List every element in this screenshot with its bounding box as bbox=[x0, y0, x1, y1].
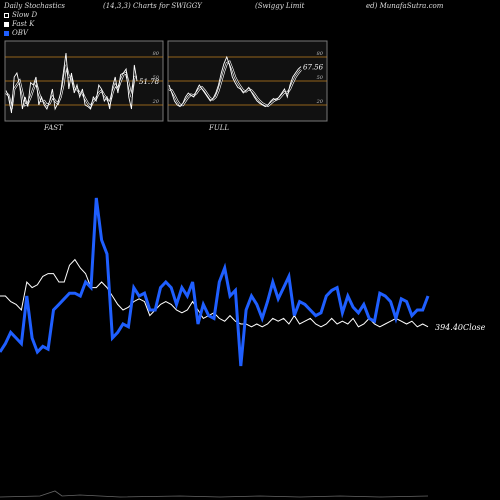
fast-tick-20: 20 bbox=[152, 99, 160, 105]
legend-slow-d-label: Slow D bbox=[12, 11, 38, 19]
full-panel-title: FULL bbox=[208, 124, 229, 132]
legend-fast-k-label: Fast K bbox=[12, 20, 35, 28]
close-value-label: 394.40Close bbox=[435, 323, 486, 332]
obv-line bbox=[0, 197, 430, 367]
legend-obv-label: OBV bbox=[12, 29, 28, 37]
header-site: ed) MunafaSutra.com bbox=[366, 2, 444, 10]
full-tick-20: 20 bbox=[316, 99, 324, 105]
legend-fast-k-swatch bbox=[4, 21, 9, 27]
full-slow-d-line bbox=[168, 61, 302, 107]
fast-tick-50: 50 bbox=[153, 75, 160, 81]
full-fast-k-line bbox=[168, 55, 302, 108]
legend-slow-d-swatch bbox=[4, 12, 9, 18]
fast-panel-title: FAST bbox=[43, 124, 64, 132]
legend-obv-swatch bbox=[4, 30, 9, 36]
full-last-value: 67.56 bbox=[303, 64, 324, 72]
header-title: Daily Stochastics bbox=[4, 2, 66, 10]
fast-tick-80: 80 bbox=[153, 51, 160, 57]
volume-trace bbox=[0, 490, 429, 498]
header-company: (Swiggy Limit bbox=[255, 2, 305, 10]
legend-fast-k: Fast K bbox=[4, 20, 34, 28]
legend-obv: OBV bbox=[4, 29, 28, 37]
fast-last-value: 51.78 bbox=[139, 78, 160, 86]
legend-slow-d: Slow D bbox=[4, 11, 37, 19]
full-tick-80: 80 bbox=[317, 51, 324, 57]
header-chart-params: (14,3,3) Charts for SWIGGY bbox=[103, 2, 202, 10]
full-tick-50: 50 bbox=[317, 75, 324, 81]
fast-fast-k-line bbox=[5, 52, 138, 114]
